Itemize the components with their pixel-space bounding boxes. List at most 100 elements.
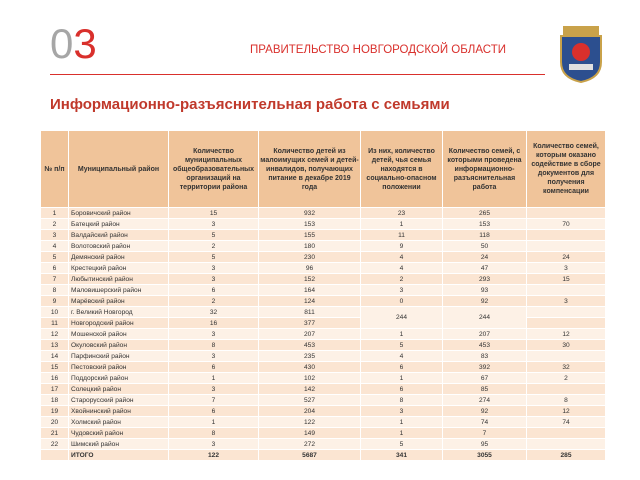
table-cell: 22 bbox=[40, 438, 69, 450]
table-cell: 6 bbox=[168, 405, 259, 417]
digit: 0 bbox=[50, 20, 74, 67]
column-header: Количество муниципальных общеобразовател… bbox=[168, 130, 259, 208]
table-cell: 92 bbox=[442, 295, 527, 307]
table-cell: 32 bbox=[526, 361, 606, 373]
column-header: Количество семей, с которыми проведена и… bbox=[442, 130, 527, 208]
table-cell: 4 bbox=[360, 251, 443, 263]
table-cell: 3 bbox=[168, 350, 259, 362]
table-cell: 67 bbox=[442, 372, 527, 384]
column-header: Из них, количество детей, чья семья нахо… bbox=[360, 130, 443, 208]
table-cell: 1 bbox=[168, 372, 259, 384]
table-cell: 2 bbox=[360, 273, 443, 285]
table-cell: 12 bbox=[526, 328, 606, 340]
table-row: 6 Крестецкий район 3 96 4 47 3 bbox=[40, 262, 606, 274]
table-cell: 11 bbox=[360, 229, 443, 241]
table-cell: 207 bbox=[442, 328, 527, 340]
organization: ПРАВИТЕЛЬСТВО НОВГОРОДСКОЙ ОБЛАСТИ bbox=[250, 44, 506, 56]
table-cell: 24 bbox=[442, 251, 527, 263]
table-cell: 207 bbox=[258, 328, 361, 340]
table-cell: Мошенской район bbox=[68, 328, 169, 340]
table-cell: 204 bbox=[258, 405, 361, 417]
empty-cell bbox=[526, 229, 606, 241]
table-cell: Любытинский район bbox=[68, 273, 169, 285]
table-cell: 122 bbox=[258, 416, 361, 428]
total-cell: 5687 bbox=[258, 449, 361, 461]
table-row: 7 Любытинский район 3 152 2 293 15 bbox=[40, 273, 606, 285]
table-cell: 274 bbox=[442, 394, 527, 406]
table-cell: 3 bbox=[168, 262, 259, 274]
empty-cell bbox=[526, 306, 606, 318]
table-row: 11 Новгородский район 16 377 bbox=[40, 317, 606, 329]
total-cell: ИТОГО bbox=[68, 449, 169, 461]
table-cell: Валдайский район bbox=[68, 229, 169, 241]
table-cell: 10 bbox=[40, 306, 69, 318]
table-cell: 9 bbox=[40, 295, 69, 307]
table-cell: 7 bbox=[168, 394, 259, 406]
table-row: 5 Демянский район 5 230 4 24 24 bbox=[40, 251, 606, 263]
table-cell: 5 bbox=[360, 339, 443, 351]
table-cell: 102 bbox=[258, 372, 361, 384]
data-table: № п/п Муниципальный район Количество муниц… bbox=[40, 130, 606, 461]
table-cell: 811 bbox=[258, 306, 361, 318]
table-cell: 4 bbox=[360, 262, 443, 274]
table-cell: Батецкий район bbox=[68, 218, 169, 230]
table-cell: 8 bbox=[168, 427, 259, 439]
total-cell: 285 bbox=[526, 449, 606, 461]
table-cell: 2 bbox=[168, 240, 259, 252]
table-cell: 392 bbox=[442, 361, 527, 373]
table-cell: 5 bbox=[40, 251, 69, 263]
table-cell: Окуловский район bbox=[68, 339, 169, 351]
table-cell: 12 bbox=[40, 328, 69, 340]
table-cell: 8 bbox=[360, 394, 443, 406]
table-cell: 15 bbox=[526, 273, 606, 285]
table-cell: 932 bbox=[258, 207, 361, 219]
table-cell: 244 bbox=[442, 306, 527, 329]
table-cell: 1 bbox=[360, 416, 443, 428]
table-cell: 1 bbox=[360, 427, 443, 439]
table-cell: Новгородский район bbox=[68, 317, 169, 329]
table-cell: 14 bbox=[40, 350, 69, 362]
table-cell: 15 bbox=[40, 361, 69, 373]
column-header: Муниципальный район bbox=[68, 130, 169, 208]
empty-cell bbox=[526, 317, 606, 329]
table-row: 15 Пестовский район 6 430 6 392 32 bbox=[40, 361, 606, 373]
table-cell: 70 bbox=[526, 218, 606, 230]
table-cell: 1 bbox=[168, 416, 259, 428]
table-row: 19 Хвойнинский район 6 204 3 92 12 bbox=[40, 405, 606, 417]
divider bbox=[50, 74, 545, 75]
table-cell: 3 bbox=[526, 262, 606, 274]
table-cell: Холмский район bbox=[68, 416, 169, 428]
table-cell: 124 bbox=[258, 295, 361, 307]
table-cell: 85 bbox=[442, 383, 527, 395]
table-row: 3 Валдайский район 5 155 11 118 bbox=[40, 229, 606, 241]
table-cell: 272 bbox=[258, 438, 361, 450]
table-cell: 3 bbox=[360, 284, 443, 296]
table-row: 13 Окуловский район 8 453 5 453 30 bbox=[40, 339, 606, 351]
table-row: 4 Волотовский район 2 180 9 50 bbox=[40, 240, 606, 252]
table-cell: 1 bbox=[40, 207, 69, 219]
table-cell: Парфинский район bbox=[68, 350, 169, 362]
digit: 3 bbox=[73, 20, 97, 67]
table-cell: 32 bbox=[168, 306, 259, 318]
table-row: 14 Парфинский район 3 235 4 83 bbox=[40, 350, 606, 362]
table-cell: 453 bbox=[442, 339, 527, 351]
table-cell: 3 bbox=[168, 438, 259, 450]
table-cell: 24 bbox=[526, 251, 606, 263]
table-cell: 9 bbox=[360, 240, 443, 252]
table-cell: 20 bbox=[40, 416, 69, 428]
section-number: 03 bbox=[50, 20, 97, 68]
table-cell: 2 bbox=[168, 295, 259, 307]
table-cell: 50 bbox=[442, 240, 527, 252]
table-cell: 8 bbox=[168, 339, 259, 351]
table-cell: 74 bbox=[526, 416, 606, 428]
table-cell: 16 bbox=[168, 317, 259, 329]
table-cell: 8 bbox=[40, 284, 69, 296]
table-cell: Шимский район bbox=[68, 438, 169, 450]
table-cell: 6 bbox=[360, 383, 443, 395]
empty-cell bbox=[526, 427, 606, 439]
table-cell: 4 bbox=[40, 240, 69, 252]
table-cell: Чудовский район bbox=[68, 427, 169, 439]
table-cell: Поддорский район bbox=[68, 372, 169, 384]
table-cell: 17 bbox=[40, 383, 69, 395]
